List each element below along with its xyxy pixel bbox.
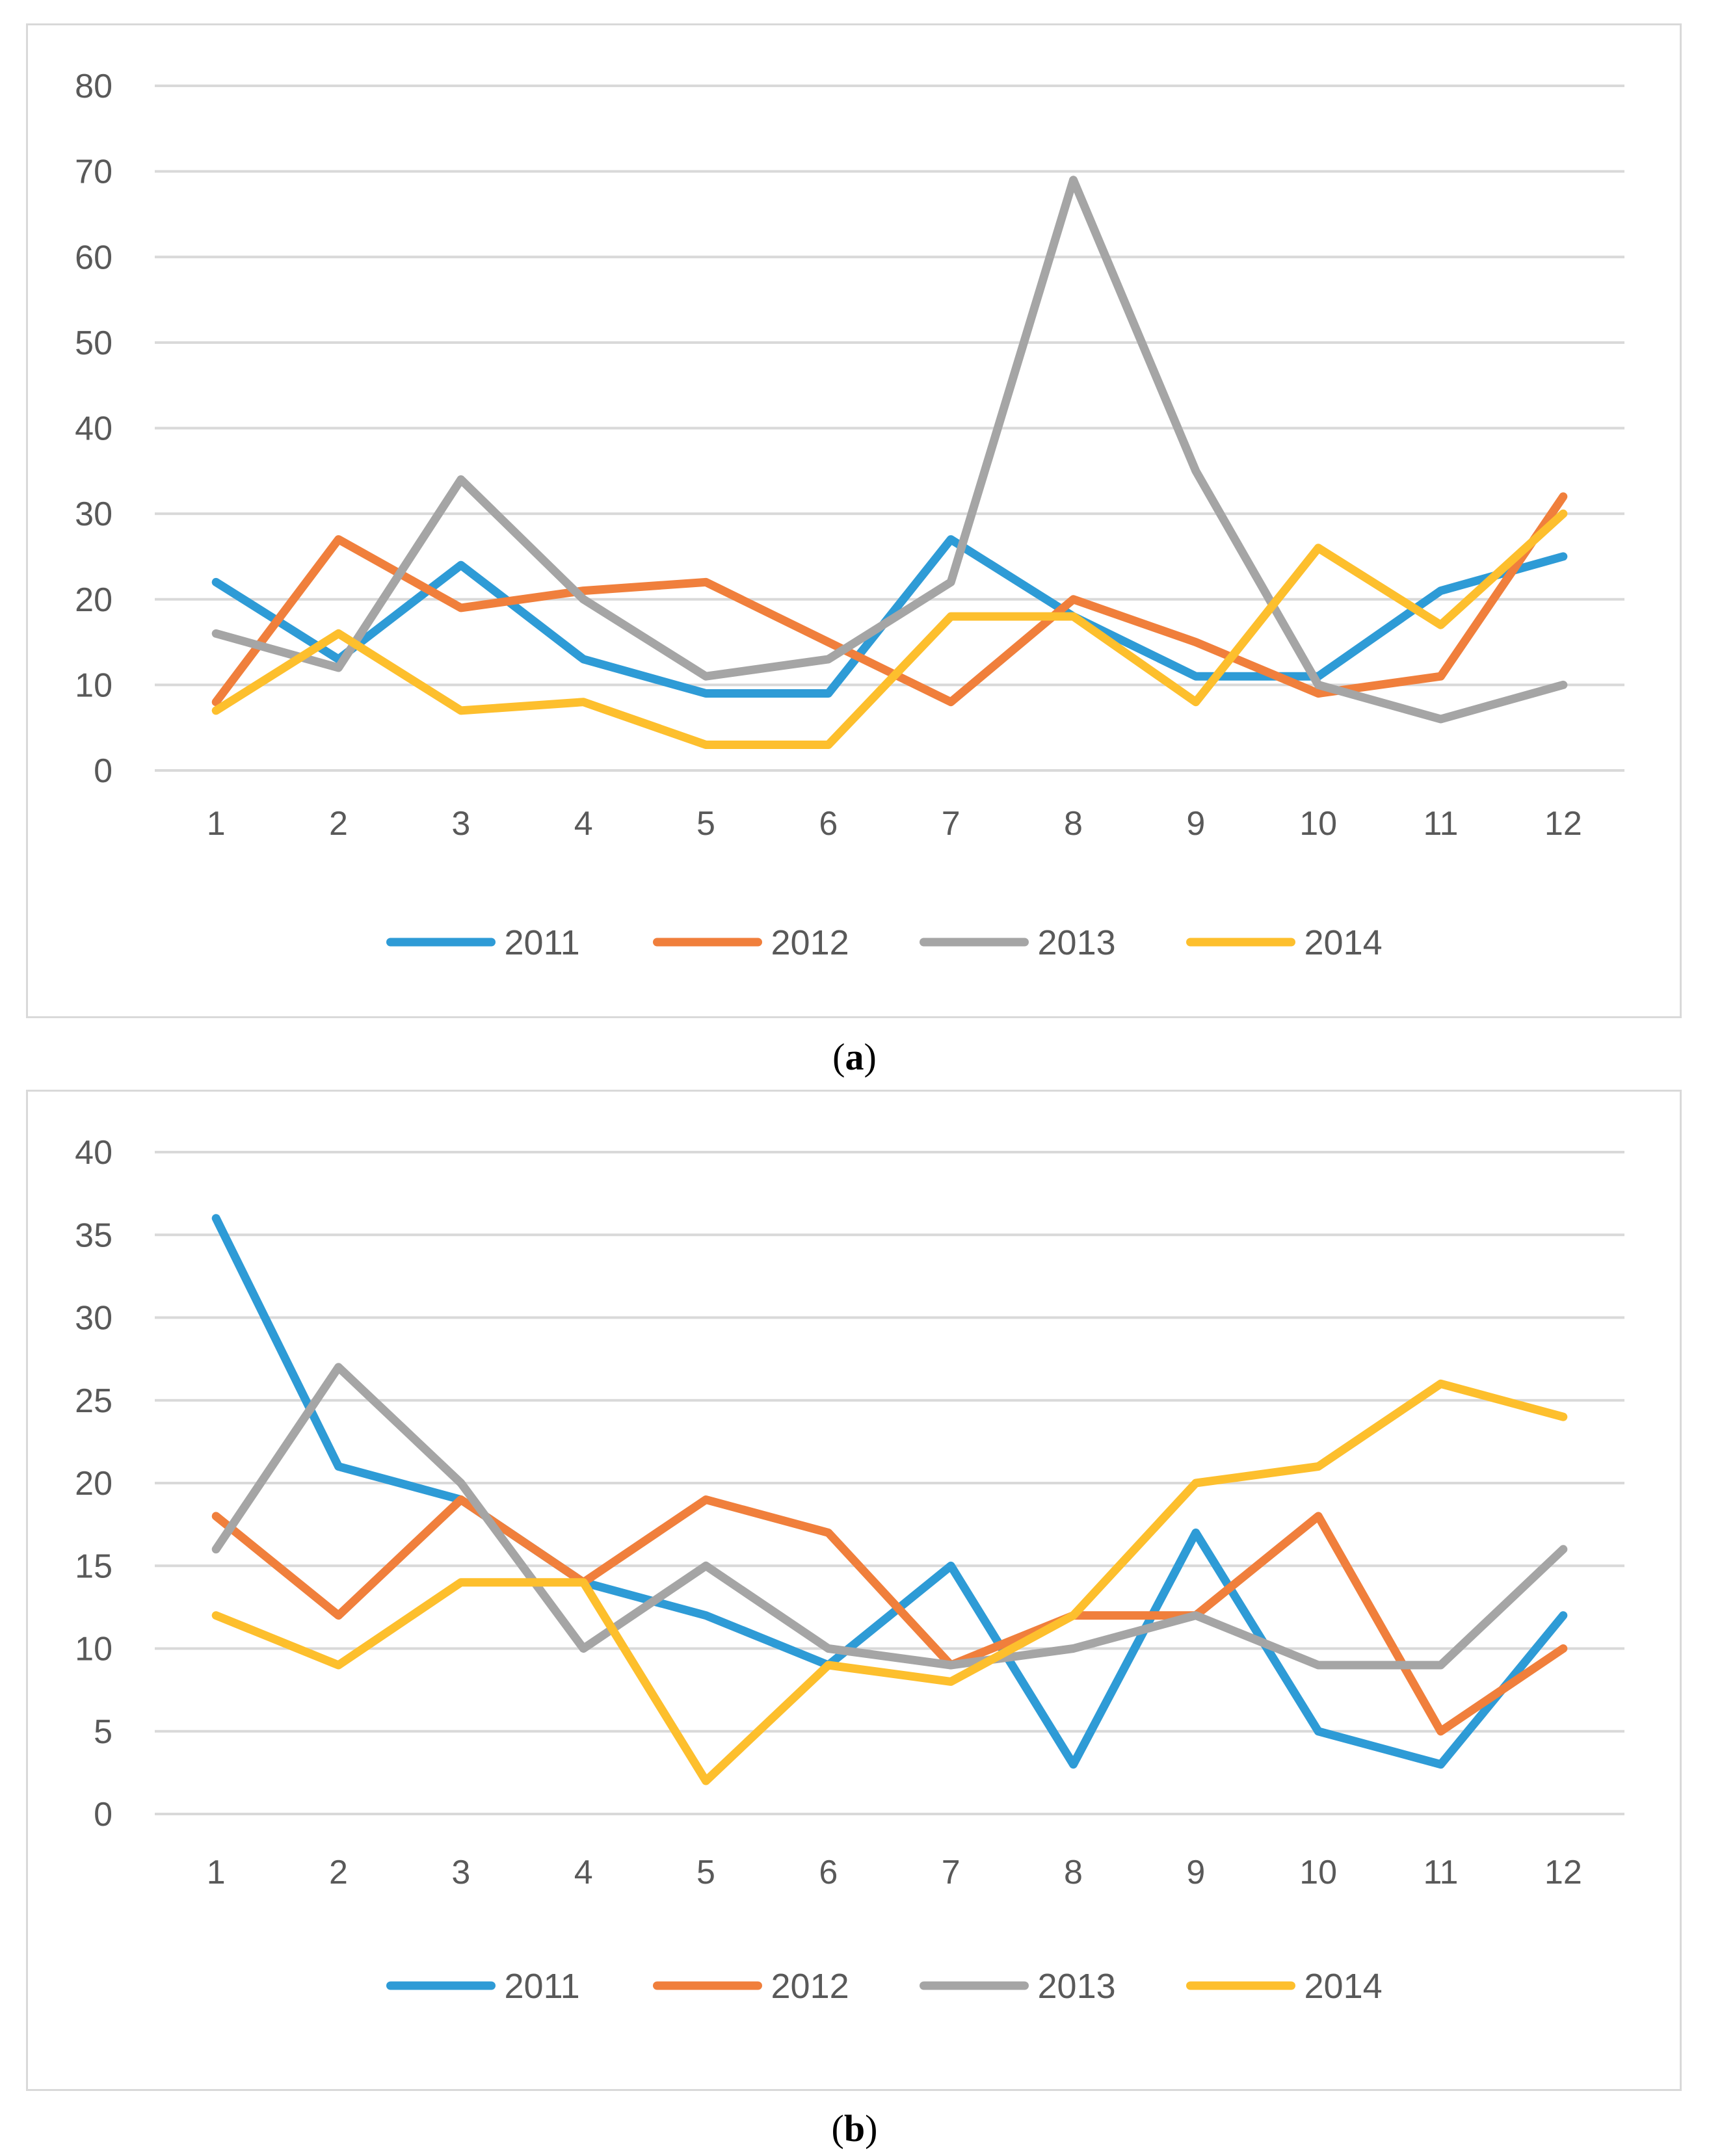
- chart-panel-b: 0 5 10 15 20 25 30 35 40 1 2 3 4 5 6 7 8 9 10 11 12 2011 2012 2…: [26, 1090, 1682, 2091]
- series-line-2012: [211, 1495, 1568, 1736]
- x-tick-label: 1: [207, 805, 226, 843]
- chart-panel-a: 0 10 20 30 40 50 60 70 80 1 2 3 4 5 6 7 8 9 10 11 12 2011 2012…: [26, 23, 1682, 1018]
- x-tick-label: 10: [1299, 1854, 1337, 1891]
- legend-label-2011: 2011: [505, 923, 580, 962]
- x-tick-label: 6: [819, 1854, 838, 1891]
- y-tick-label: 25: [75, 1382, 113, 1420]
- x-tick-label: 8: [1064, 1854, 1083, 1891]
- y-tick-label: 40: [75, 1134, 113, 1172]
- caption-a-open: (: [832, 1036, 845, 1078]
- x-tick-label: 11: [1424, 1854, 1459, 1891]
- caption-a-letter: a: [845, 1036, 864, 1078]
- y-tick-label: 15: [75, 1547, 113, 1585]
- series-line-2013: [211, 176, 1568, 724]
- x-tick-label: 9: [1186, 1854, 1205, 1891]
- caption-a-close: ): [864, 1036, 877, 1078]
- caption-b-close: ): [865, 2107, 878, 2149]
- y-tick-label: 5: [94, 1713, 113, 1751]
- y-tick-label: 30: [75, 495, 113, 533]
- x-tick-label: 4: [574, 1854, 593, 1891]
- series-line-2014: [211, 509, 1568, 749]
- legend-label-2012: 2012: [771, 923, 849, 962]
- legend-label-2014: 2014: [1305, 1967, 1383, 2006]
- legend-label-2014: 2014: [1305, 923, 1383, 962]
- y-tick-label: 70: [75, 153, 113, 191]
- x-tick-label: 7: [942, 805, 960, 843]
- legend-label-2013: 2013: [1038, 1967, 1116, 2006]
- legend-label-2012: 2012: [771, 1967, 849, 2006]
- x-tick-label: 1: [207, 1854, 226, 1891]
- x-tick-label: 8: [1064, 805, 1083, 843]
- legend-label-2013: 2013: [1038, 923, 1116, 962]
- x-tick-label: 12: [1544, 805, 1582, 843]
- caption-b-open: (: [831, 2107, 844, 2149]
- y-tick-label: 40: [75, 410, 113, 448]
- y-tick-label: 0: [94, 1796, 113, 1834]
- y-tick-label: 30: [75, 1300, 113, 1337]
- x-tick-label: 5: [696, 1854, 715, 1891]
- x-tick-label: 5: [696, 805, 715, 843]
- series-line-2014: [211, 1379, 1568, 1785]
- x-tick-label: 11: [1424, 805, 1459, 843]
- series-line-2011: [211, 1214, 1568, 1769]
- x-tick-label: 10: [1299, 805, 1337, 843]
- x-tick-label: 7: [942, 1854, 960, 1891]
- y-tick-label: 20: [75, 1465, 113, 1503]
- x-tick-label: 6: [819, 805, 838, 843]
- y-tick-label: 50: [75, 324, 113, 362]
- y-tick-label: 10: [75, 666, 113, 704]
- y-tick-label: 0: [94, 752, 113, 790]
- y-tick-label: 80: [75, 68, 113, 105]
- y-tick-label: 35: [75, 1216, 113, 1254]
- x-tick-label: 12: [1544, 1854, 1582, 1891]
- x-tick-label: 3: [451, 1854, 470, 1891]
- x-tick-label: 2: [329, 1854, 348, 1891]
- x-tick-label: 9: [1186, 805, 1205, 843]
- y-tick-label: 60: [75, 239, 113, 276]
- y-tick-label: 10: [75, 1631, 113, 1668]
- caption-a: (a): [0, 1035, 1709, 1079]
- legend-label-2011: 2011: [505, 1967, 580, 2006]
- series-line-2013: [211, 1363, 1568, 1670]
- x-tick-label: 3: [451, 805, 470, 843]
- x-tick-label: 2: [329, 805, 348, 843]
- y-tick-label: 20: [75, 581, 113, 619]
- x-tick-label: 4: [574, 805, 593, 843]
- caption-b: (b): [0, 2107, 1709, 2150]
- caption-b-letter: b: [843, 2107, 866, 2149]
